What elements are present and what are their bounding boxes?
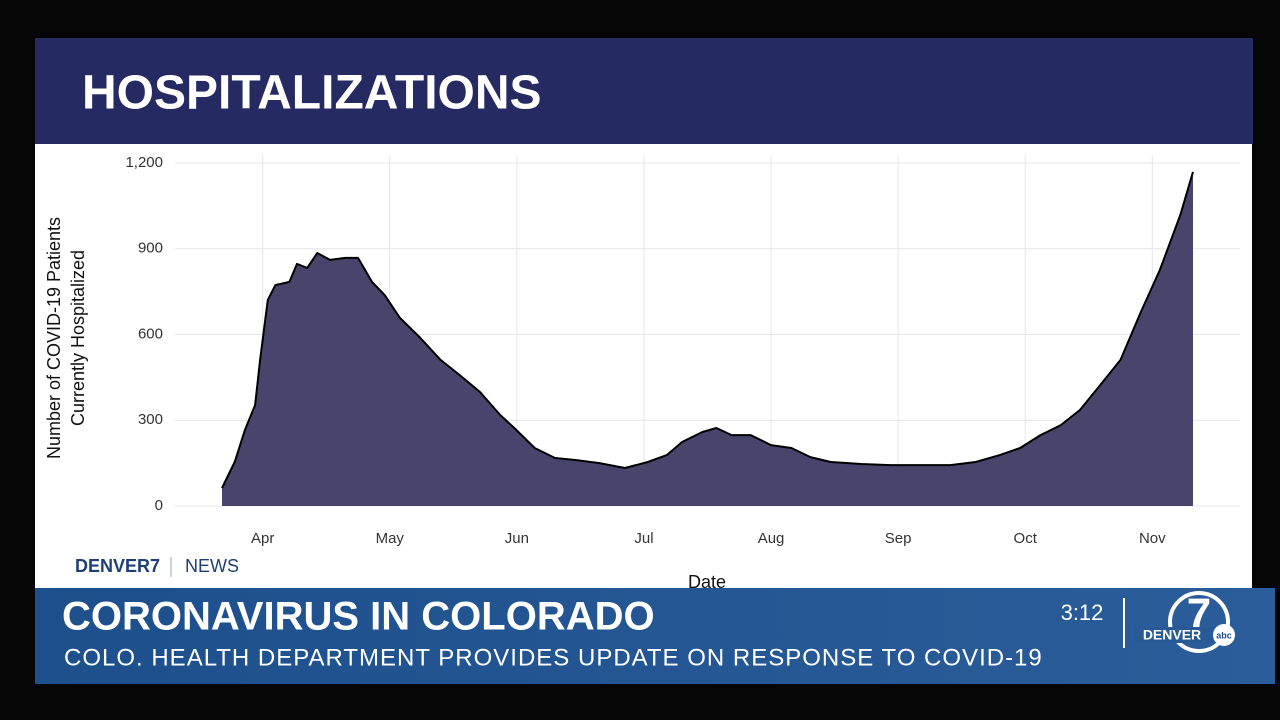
network-bug: [1213, 624, 1235, 646]
clock: 3:12: [1061, 600, 1104, 625]
x-tick-label: Oct: [1014, 530, 1038, 547]
y-tick-label: 300: [138, 411, 163, 428]
y-axis-title: Currently Hospitalized: [68, 250, 88, 426]
logo-text: DENVER: [1143, 627, 1201, 643]
logo-ring: [1168, 591, 1230, 653]
x-tick-label: Aug: [758, 530, 785, 547]
headline: CORONAVIRUS IN COLORADO: [62, 595, 655, 639]
area-outline: [221, 171, 1194, 489]
x-tick-label: Jul: [634, 530, 653, 547]
x-tick-label: Apr: [251, 530, 274, 547]
lower-third: [35, 588, 1275, 684]
station-brand: DENVER7: [75, 556, 160, 576]
header-title: HOSPITALIZATIONS: [82, 67, 542, 120]
area: [222, 171, 1193, 506]
x-axis-title: Date: [688, 572, 726, 592]
logo-bar: [1134, 627, 1214, 643]
y-axis-title: Number of COVID-19 Patients: [44, 217, 64, 459]
header-band: [35, 38, 1253, 144]
x-tick-label: Nov: [1139, 530, 1166, 547]
y-tick-label: 600: [138, 325, 163, 342]
section-brand: NEWS: [185, 556, 239, 576]
x-tick-label: Jun: [505, 530, 529, 547]
plot: 0 300 600 900 1,200 Apr May Jun Jul Aug Sep Oct Nov: [125, 154, 1240, 547]
y-tick-label: 900: [138, 240, 163, 257]
x-tick-label: May: [376, 530, 405, 547]
y-tick-label: 1,200: [125, 154, 163, 171]
subline: COLO. HEALTH DEPARTMENT PROVIDES UPDATE …: [64, 644, 1043, 671]
y-tick-label: 0: [155, 497, 163, 514]
network-text: abc: [1216, 630, 1232, 640]
x-tick-label: Sep: [885, 530, 912, 547]
